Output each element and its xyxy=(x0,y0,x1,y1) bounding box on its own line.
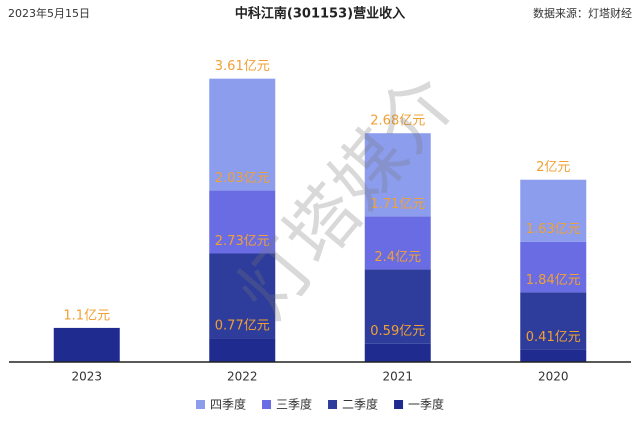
data-label: 0.41亿元 xyxy=(526,330,581,345)
bar-segment xyxy=(53,327,120,362)
x-tick-label: 2020 xyxy=(538,370,569,384)
legend-label: 二季度 xyxy=(342,397,378,412)
plot: 2023 2022 2021 2020 1.1亿元 0.77亿元 2.73亿元 2.03亿元 3… xyxy=(53,59,587,412)
data-label: 1.63亿元 xyxy=(526,222,581,237)
data-label: 2.4亿元 xyxy=(374,250,421,265)
bar-segment xyxy=(364,269,431,344)
source: 数据来源：灯塔财经 xyxy=(533,6,632,20)
legend-swatch xyxy=(262,400,272,409)
bar-segment xyxy=(364,216,431,270)
bar-segment xyxy=(209,338,276,362)
data-label: 1.1亿元 xyxy=(63,308,110,323)
date: 2023年5月15日 xyxy=(8,6,90,20)
bar-segment xyxy=(209,190,276,254)
x-tick-label: 2021 xyxy=(382,370,413,384)
bar-segment xyxy=(520,349,587,362)
bar-segment xyxy=(209,78,276,191)
bar-segment xyxy=(209,253,276,339)
legend-label: 四季度 xyxy=(210,397,246,412)
legend-swatch xyxy=(196,400,205,409)
x-tick-label: 2023 xyxy=(71,370,102,384)
x-tick-label: 2022 xyxy=(227,370,258,384)
bar-segment xyxy=(520,241,587,293)
legend-label: 一季度 xyxy=(408,397,444,412)
data-label: 2.73亿元 xyxy=(215,234,270,249)
legend-swatch xyxy=(328,400,338,409)
data-label: 3.61亿元 xyxy=(215,59,270,74)
legend-swatch xyxy=(394,400,404,409)
chart-title: 中科江南(301153)营业收入 xyxy=(235,6,405,22)
data-label: 0.77亿元 xyxy=(215,319,270,334)
data-label: 2亿元 xyxy=(536,160,570,175)
bar-segment xyxy=(520,292,587,350)
bar-segment xyxy=(364,133,431,217)
data-label: 1.84亿元 xyxy=(526,273,581,288)
data-label: 0.59亿元 xyxy=(370,324,425,339)
bar-segment xyxy=(364,343,431,362)
legend-label: 三季度 xyxy=(276,397,312,412)
data-label: 1.71亿元 xyxy=(370,197,425,212)
data-label: 2.68亿元 xyxy=(370,114,425,129)
data-label: 2.03亿元 xyxy=(215,171,270,186)
bar-segment xyxy=(520,179,587,242)
